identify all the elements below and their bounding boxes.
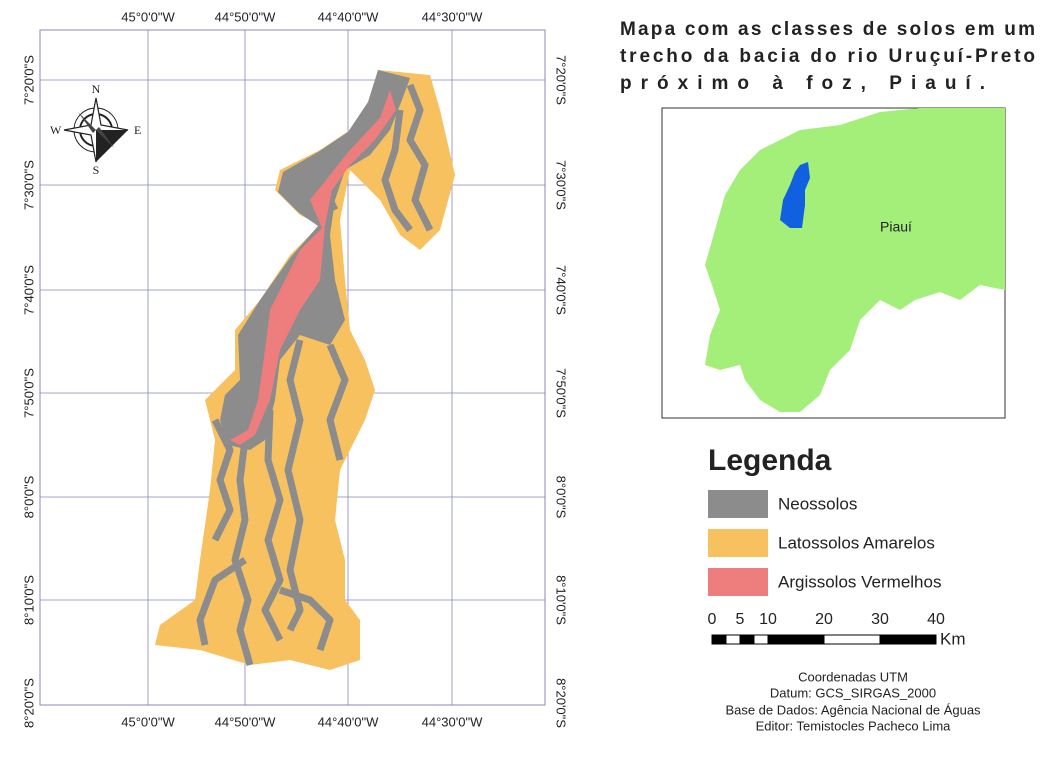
credit-line: Coordenadas UTM: [798, 669, 908, 684]
latitude-label: 8°0'0"S: [554, 476, 569, 519]
scale-label: 40: [927, 611, 945, 628]
compass-s: S: [93, 163, 100, 177]
latitude-label: 7°40'0"S: [21, 265, 36, 315]
graticule: 45°0'0"W 45°0'0"W 44°50'0"W 44°50'0"W 44°40'…: [21, 9, 568, 729]
latitude-label: 7°30'0"S: [21, 160, 36, 210]
compass-n: N: [92, 82, 101, 96]
latitude-label: 8°10'0"S: [21, 575, 36, 625]
legend: Neossolos Latossolos Amarelos Argissolos V…: [708, 490, 941, 596]
latitude-label: 7°30'0"S: [554, 160, 569, 210]
scale-segment: [823, 634, 881, 645]
legend-label: Neossolos: [778, 494, 857, 513]
compass-e: E: [134, 123, 141, 137]
latitude-label: 8°20'0"S: [21, 678, 36, 728]
title-line: trecho da bacia do rio Uruçuí-Preto: [620, 46, 1035, 67]
scale-segment: [879, 634, 937, 645]
latossolos-area: [155, 70, 455, 670]
longitude-label: 44°50'0"W: [215, 714, 276, 729]
scale-unit: Km: [940, 629, 966, 648]
legend-swatch: [708, 529, 768, 557]
longitude-label: 44°40'0"W: [318, 9, 379, 24]
scale-segment: [725, 634, 741, 645]
compass-w: W: [50, 123, 62, 137]
north-arrow: N S E W: [50, 82, 141, 177]
scale-label: 0: [708, 611, 717, 628]
legend-label: Latossolos Amarelos: [778, 533, 935, 552]
longitude-label: 44°30'0"W: [422, 714, 483, 729]
scale-segment: [739, 634, 755, 645]
state-polygon: [705, 108, 1005, 412]
latitude-label: 8°0'0"S: [21, 475, 36, 518]
soil-map: [155, 70, 455, 670]
credit-line: Base de Dados: Agência Nacional de Águas: [725, 702, 981, 717]
latitude-label: 7°50'0"S: [554, 368, 569, 418]
title-line: Mapa com as classes de solos em um: [620, 19, 1035, 40]
latitude-label: 7°20'0"S: [554, 55, 569, 105]
scale-label: 30: [871, 611, 889, 628]
latitude-label: 7°40'0"S: [554, 265, 569, 315]
inset-label: Piauí: [880, 219, 912, 235]
credit-line: Editor: Temistocles Pacheco Lima: [756, 718, 952, 733]
legend-label: Argissolos Vermelhos: [778, 572, 941, 591]
latitude-label: 7°20'0"S: [21, 55, 36, 105]
credit-line: Datum: GCS_SIRGAS_2000: [770, 685, 936, 700]
longitude-label: 44°40'0"W: [318, 714, 379, 729]
scale-segment: [767, 634, 825, 645]
argissolos-area: [230, 90, 396, 445]
longitude-label: 45°0'0"W: [121, 714, 175, 729]
scale-segment: [711, 634, 727, 645]
latitude-label: 7°50'0"S: [21, 368, 36, 418]
scale-bar: 0 5 10 20 30 40: [708, 611, 945, 645]
longitude-label: 44°30'0"W: [422, 9, 483, 24]
scale-segment: [753, 634, 769, 645]
latitude-label: 8°10'0"S: [554, 575, 569, 625]
legend-title: Legenda: [708, 444, 832, 477]
neossolos-drainage: [196, 83, 434, 666]
scale-label: 5: [736, 611, 745, 628]
latitude-label: 8°20'0"S: [554, 678, 569, 728]
title-line: próximo à foz, Piauí.: [620, 73, 985, 94]
scale-label: 20: [815, 611, 833, 628]
scale-label: 10: [759, 611, 777, 628]
longitude-label: 44°50'0"W: [215, 9, 276, 24]
legend-swatch: [708, 568, 768, 596]
legend-swatch: [708, 490, 768, 518]
basin-polygon: [780, 162, 810, 228]
longitude-label: 45°0'0"W: [121, 9, 175, 24]
